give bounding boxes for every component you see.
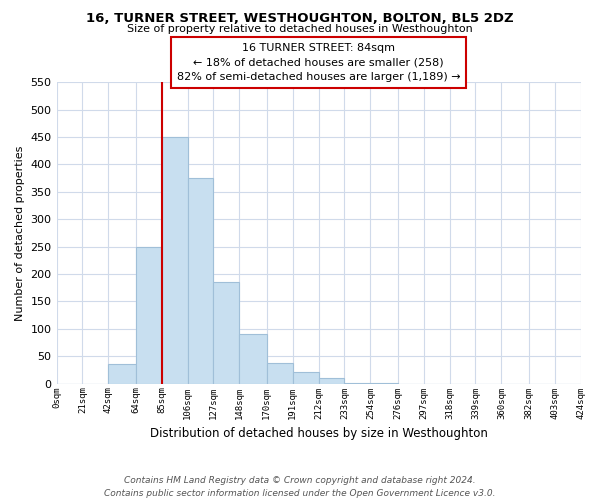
Text: 16 TURNER STREET: 84sqm
← 18% of detached houses are smaller (258)
82% of semi-d: 16 TURNER STREET: 84sqm ← 18% of detache…: [177, 42, 460, 82]
Bar: [188, 178, 214, 384]
Bar: [319, 378, 344, 384]
Text: 16, TURNER STREET, WESTHOUGHTON, BOLTON, BL5 2DZ: 16, TURNER STREET, WESTHOUGHTON, BOLTON,…: [86, 12, 514, 26]
Bar: [344, 382, 370, 384]
Text: Contains HM Land Registry data © Crown copyright and database right 2024.
Contai: Contains HM Land Registry data © Crown c…: [104, 476, 496, 498]
Bar: [214, 282, 239, 384]
X-axis label: Distribution of detached houses by size in Westhoughton: Distribution of detached houses by size …: [149, 427, 487, 440]
Bar: [293, 372, 319, 384]
Bar: [239, 334, 266, 384]
Text: Size of property relative to detached houses in Westhoughton: Size of property relative to detached ho…: [127, 24, 473, 34]
Bar: [109, 364, 136, 384]
Bar: [370, 383, 398, 384]
Bar: [136, 246, 161, 384]
Bar: [266, 363, 293, 384]
Bar: [161, 137, 188, 384]
Y-axis label: Number of detached properties: Number of detached properties: [15, 145, 25, 320]
